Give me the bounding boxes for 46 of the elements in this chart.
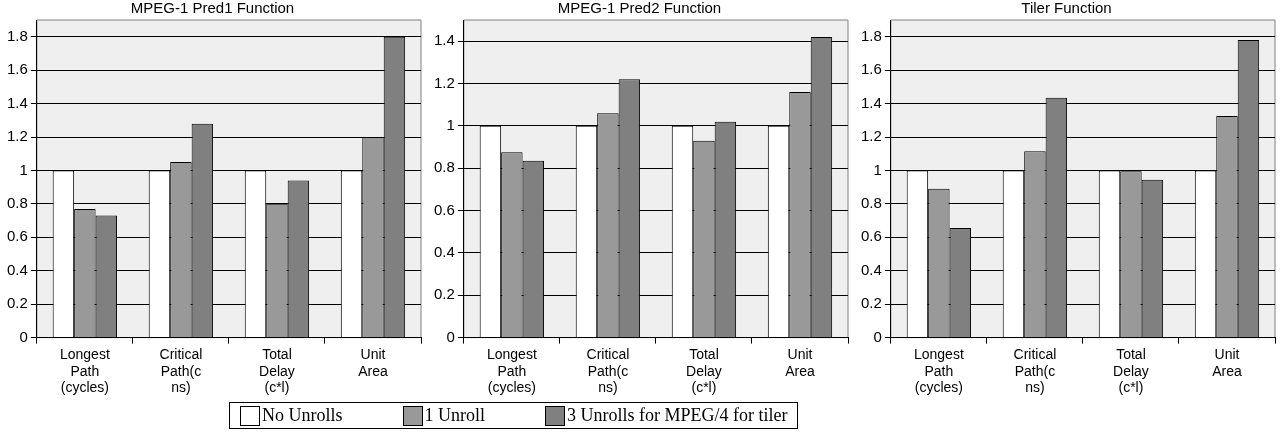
- x-tick-label: Unit Area: [785, 345, 815, 379]
- y-tick-label: 0.2: [433, 285, 455, 303]
- y-tick-label: 1: [19, 160, 28, 178]
- y-tick-label: 1: [873, 160, 882, 178]
- y-tick-label: 0: [446, 327, 455, 345]
- y-tick-label: 0.6: [6, 227, 28, 245]
- y-tick-label: 1.4: [860, 93, 882, 111]
- y-tick-label: 0: [19, 327, 28, 345]
- x-tick-label: Critical Path(c ns): [586, 345, 630, 396]
- y-tick-label: 0.6: [433, 200, 455, 218]
- y-tick-label: 1.4: [433, 31, 455, 49]
- y-tick-label: 0.8: [433, 158, 455, 176]
- chart-title: MPEG-1 Pred2 Function: [557, 0, 722, 17]
- x-tick-label: Critical Path(c ns): [1013, 345, 1057, 396]
- chart-title: MPEG-1 Pred1 Function: [130, 0, 295, 17]
- x-tick-label: Total Delay (c*l): [259, 345, 295, 396]
- x-tick-label: Longest Path (cycles): [486, 345, 537, 396]
- x-tick-label: Longest Path (cycles): [59, 345, 110, 396]
- x-tick-label: Longest Path (cycles): [913, 345, 964, 396]
- y-tick-label: 0.2: [6, 294, 28, 312]
- x-tick-label: Unit Area: [1212, 345, 1242, 379]
- y-tick-label: 0.4: [6, 260, 28, 278]
- y-tick-label: 0.2: [860, 294, 882, 312]
- y-tick-label: 0.4: [433, 243, 455, 261]
- chart-title: Tiler Function: [1021, 0, 1112, 17]
- x-tick-label: Total Delay (c*l): [686, 345, 722, 396]
- y-tick-label: 1.6: [6, 60, 28, 78]
- y-tick-label: 0.4: [860, 260, 882, 278]
- y-tick-label: 0.6: [860, 227, 882, 245]
- y-tick-label: 1.6: [860, 60, 882, 78]
- y-tick-label: 1.8: [860, 26, 882, 44]
- x-tick-label: Unit Area: [358, 345, 388, 379]
- legend-label: 3 Unrolls for MPEG/4 for tiler: [567, 405, 788, 426]
- y-tick-label: 1.4: [6, 93, 28, 111]
- y-tick-label: 0.8: [6, 194, 28, 212]
- y-tick-label: 1: [446, 116, 455, 134]
- y-tick-label: 0: [873, 327, 882, 345]
- y-tick-label: 0.8: [860, 194, 882, 212]
- legend-label: No Unrolls: [262, 405, 343, 426]
- y-tick-label: 1.2: [433, 73, 455, 91]
- x-tick-label: Total Delay (c*l): [1113, 345, 1149, 396]
- y-tick-label: 1.2: [860, 127, 882, 145]
- y-tick-label: 1.2: [6, 127, 28, 145]
- x-tick-label: Critical Path(c ns): [159, 345, 203, 396]
- y-tick-label: 1.8: [6, 26, 28, 44]
- legend-label: 1 Unroll: [424, 405, 485, 426]
